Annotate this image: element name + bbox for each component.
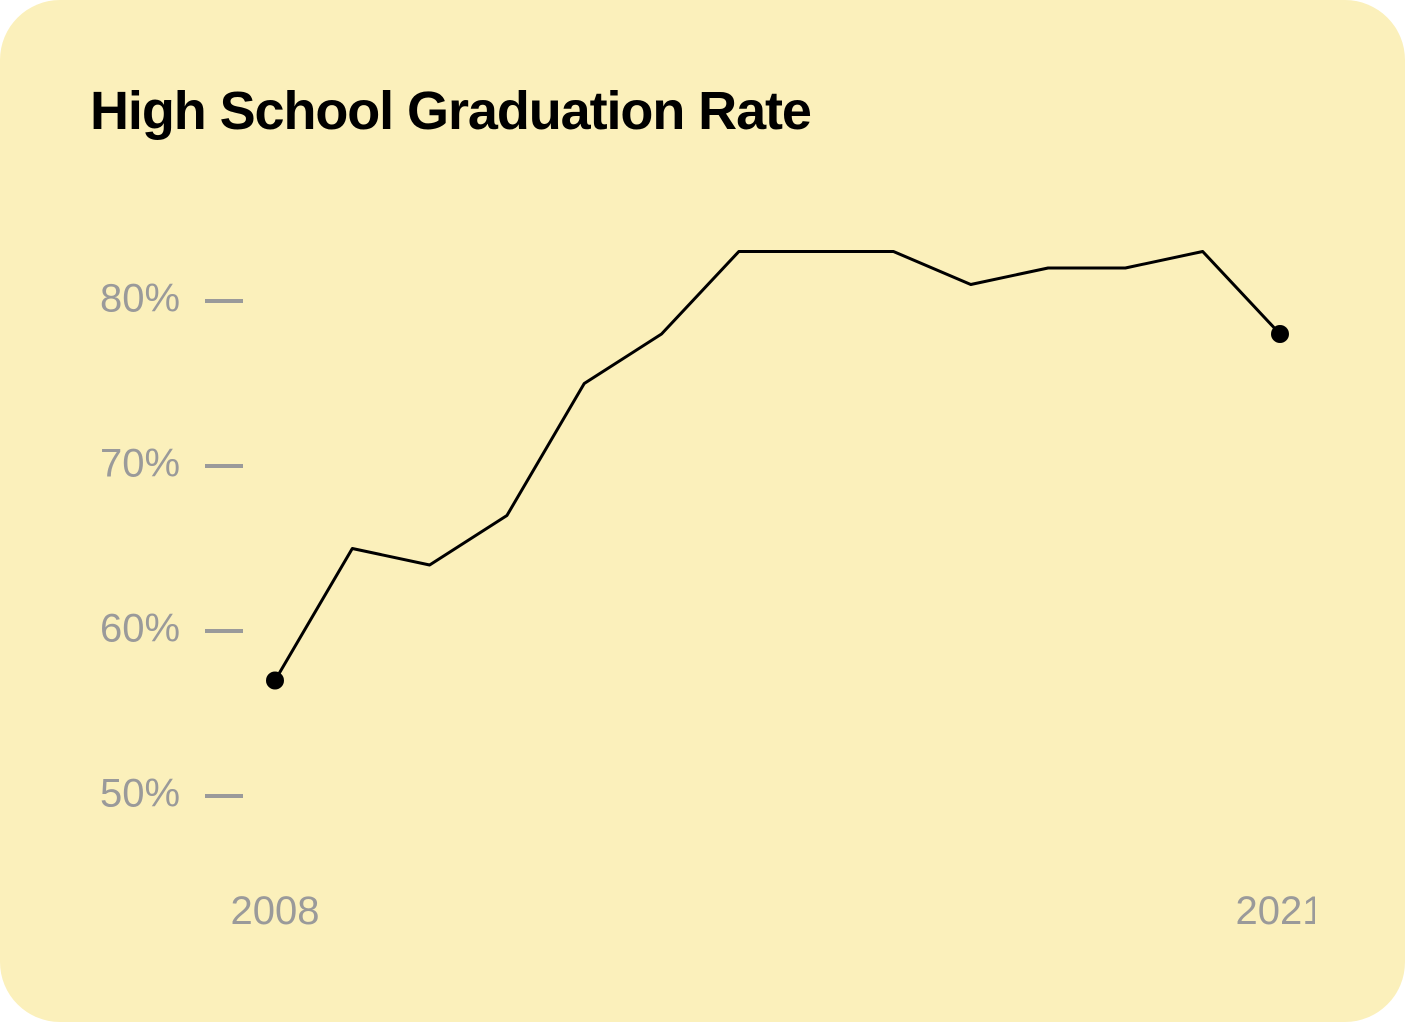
y-tick-label: 80%	[100, 277, 180, 321]
x-tick-label: 2021	[1236, 889, 1315, 933]
endpoint-marker	[266, 672, 284, 690]
line-chart-svg: 50% 60% 70% 80% 2008 2021	[90, 202, 1315, 942]
x-tick-label: 2008	[231, 889, 320, 933]
endpoint-markers	[266, 325, 1289, 690]
chart-card: High School Graduation Rate 50% 60% 70% 80%…	[0, 0, 1405, 1022]
y-tick-label: 70%	[100, 442, 180, 486]
chart-area: 50% 60% 70% 80% 2008 2021	[90, 202, 1315, 942]
data-line	[275, 252, 1280, 681]
y-tick-label: 60%	[100, 607, 180, 651]
x-axis: 2008 2021	[231, 889, 1315, 933]
endpoint-marker	[1271, 325, 1289, 343]
chart-title: High School Graduation Rate	[90, 80, 1315, 142]
y-tick-label: 50%	[100, 772, 180, 816]
y-axis: 50% 60% 70% 80%	[100, 277, 243, 816]
